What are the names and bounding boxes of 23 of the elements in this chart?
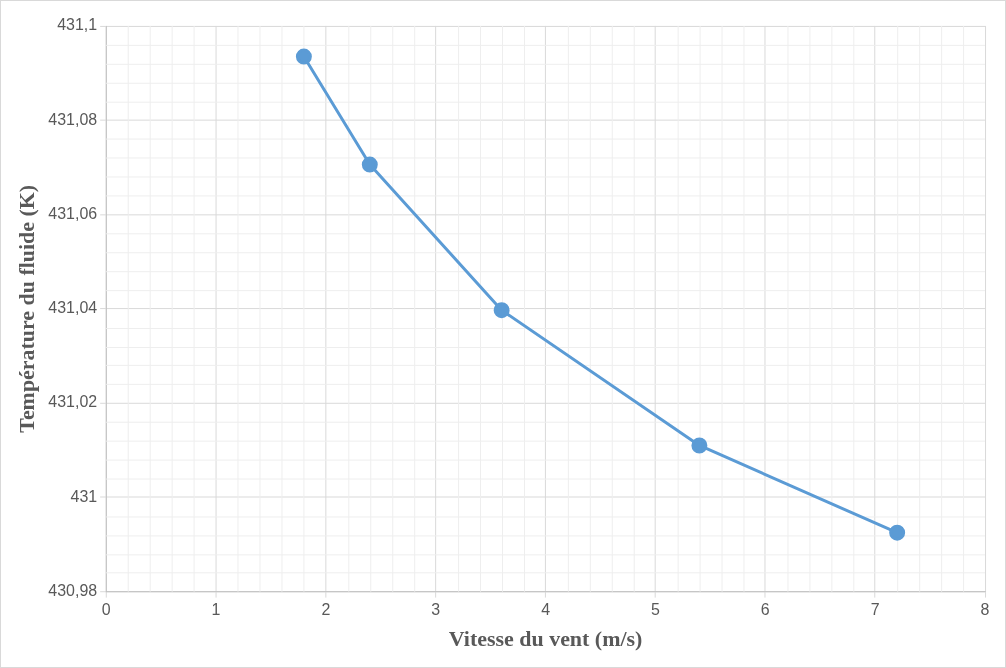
x-tick-label: 6 — [760, 600, 770, 618]
x-tick-label: 0 — [101, 600, 111, 618]
y-tick-label: 431,02 — [48, 393, 98, 411]
point — [889, 524, 906, 541]
x-tick-label: 3 — [431, 600, 441, 618]
x-tick-label: 5 — [651, 600, 661, 618]
y-tick-label: 431,08 — [48, 110, 98, 128]
x-tick-label: 7 — [870, 600, 880, 618]
y-tick-label: 431,04 — [48, 299, 98, 317]
y-tick-label: 430,98 — [48, 582, 98, 600]
point — [361, 156, 378, 173]
y-tick-label: 431 — [70, 487, 98, 505]
x-axis-title: Vitesse du vent (m/s) — [448, 625, 643, 651]
point — [295, 48, 312, 65]
y-tick-label: 431,06 — [48, 204, 98, 222]
y-axis-title: Température du fluide (K) — [13, 184, 39, 433]
x-tick-label: 2 — [321, 600, 331, 618]
y-tick-label: 431,1 — [57, 16, 98, 34]
point — [493, 302, 510, 319]
point — [691, 437, 708, 454]
x-tick-label: 1 — [211, 600, 221, 618]
x-tick-label: 4 — [541, 600, 551, 618]
x-tick-label: 8 — [980, 600, 990, 618]
